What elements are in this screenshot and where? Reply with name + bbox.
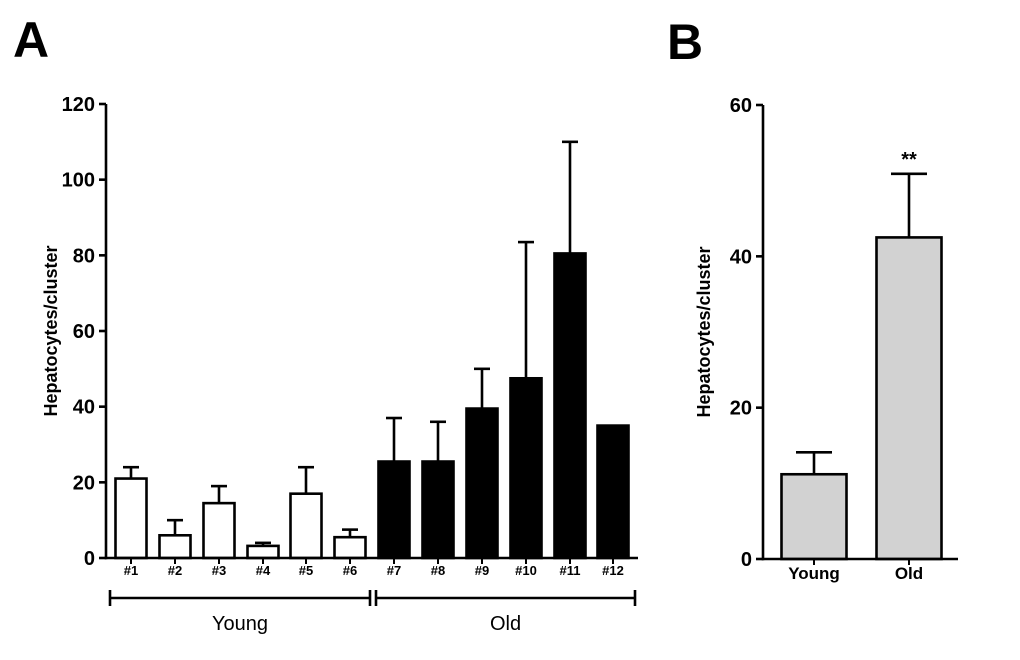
x-tick-label: #10 [515,563,537,578]
y-axis-title: Hepatocytes/cluster [694,246,714,417]
bar-#2 [158,533,192,560]
panel-a-chart: 0 20 40 60 80 100 120 #1 #2 #3 #4 #5 #6 #7 #8 #9 #10 #11 #… [41,94,638,635]
bar-#9 [465,407,499,560]
y-tick-label: 20 [73,472,95,494]
x-tick-label: #5 [299,563,313,578]
panel-b-chart: 0 20 40 60 Young Old Hepatocytes/cluster ** [694,95,958,583]
y-tick-label: 20 [730,398,752,420]
x-tick-label: #11 [560,563,581,578]
x-tick-label: #7 [387,563,401,578]
significance-marker: ** [901,149,917,171]
y-tick-label: 0 [741,549,752,571]
bar-Young [780,472,848,561]
x-tick-label: Old [895,564,923,583]
x-tick-label: #2 [168,563,182,578]
y-tick-label: 80 [73,245,95,267]
bar-#6 [333,535,367,560]
bar-#5 [289,492,323,560]
y-tick-label: 120 [62,94,95,116]
bar-#3 [202,501,236,560]
y-axis-title: Hepatocytes/cluster [41,245,61,416]
x-tick-label: #12 [602,563,624,578]
bar-#4 [246,544,280,560]
x-tick-label: #1 [124,563,138,578]
x-tick-label: #8 [431,563,445,578]
panel-a-label: A [13,12,50,68]
group-label: Old [490,613,521,635]
panel-b-label: B [667,14,704,70]
y-tick-label: 100 [62,170,95,192]
bar-#12 [596,424,630,560]
x-tick-label: #9 [475,563,489,578]
y-tick-label: 60 [730,95,752,117]
y-tick-label: 0 [84,548,95,570]
x-tick-label: #6 [343,563,357,578]
bar-#1 [114,477,148,560]
y-tick-label: 40 [730,246,752,268]
y-tick-label: 40 [73,397,95,419]
bar-#7 [377,460,411,560]
x-tick-label: #4 [256,563,271,578]
y-tick-label: 60 [73,321,95,343]
x-tick-label: #3 [212,563,226,578]
bar-#11 [553,252,587,560]
bar-#10 [509,376,543,560]
bar-Old [875,236,943,561]
bar-#8 [421,460,455,560]
x-tick-label: Young [788,564,840,583]
group-label: Young [212,613,268,635]
